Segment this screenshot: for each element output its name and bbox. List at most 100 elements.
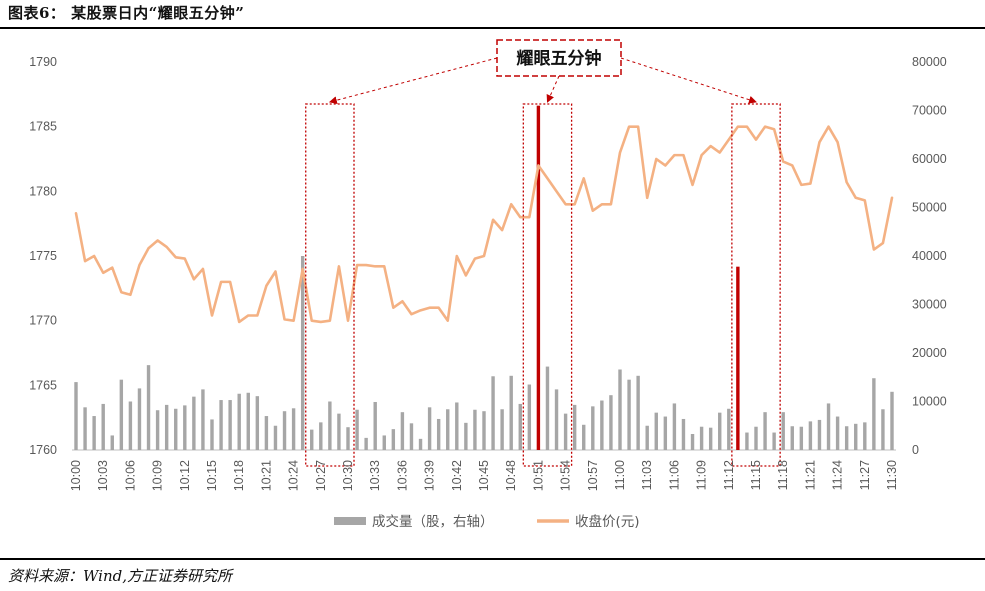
- x-axis-ticks: 10:00 10:03 10:06 10:09 10:12 10:15 10:18 10:21…: [69, 460, 899, 491]
- callout: 耀眼五分钟: [496, 39, 622, 77]
- x-tick-label: 10:54: [559, 460, 573, 491]
- x-tick-label: 11:15: [749, 460, 763, 490]
- right-axis: 0 10000 20000 30000 40000 50000 60000 70000 8000…: [912, 55, 947, 457]
- volume-bar: [237, 393, 241, 450]
- left-axis-tick-label: 1765: [29, 378, 57, 392]
- volume-bar: [872, 378, 876, 450]
- volume-bar: [563, 413, 568, 451]
- right-axis-tick-label: 0: [912, 443, 919, 457]
- volume-bar: [799, 426, 804, 450]
- right-axis-tick-label: 30000: [912, 298, 947, 312]
- x-tick-label: 11:18: [776, 460, 790, 490]
- bottom-rule: [0, 558, 985, 560]
- top-rule: [0, 27, 985, 29]
- volume-bar: [609, 395, 613, 450]
- x-tick-label: 10:57: [586, 460, 600, 491]
- right-axis-tick-label: 40000: [912, 249, 947, 263]
- left-axis: 1760 1765 1770 1775 1780 1785 1790: [29, 55, 57, 457]
- volume-bar: [763, 412, 767, 450]
- callout-arrow: [328, 57, 498, 105]
- x-tick-label: 11:30: [885, 460, 899, 490]
- volume-bar: [881, 409, 885, 450]
- volume-bar: [808, 421, 813, 450]
- left-axis-tick-label: 1790: [29, 55, 57, 69]
- volume-bar: [228, 400, 232, 450]
- x-tick-label: 10:06: [123, 460, 137, 491]
- volume-bar: [337, 413, 341, 451]
- volume-bar: [155, 410, 160, 450]
- combo-chart: 1760 1765 1770 1775 1780 1785 1790 0 10000 20000…: [29, 39, 947, 530]
- x-tick-label: 11:12: [722, 460, 736, 490]
- volume-bar: [727, 408, 731, 450]
- right-axis-tick-label: 20000: [912, 346, 947, 360]
- volume-bar: [482, 411, 486, 450]
- volume-bar: [427, 407, 432, 450]
- volume-bar: [890, 391, 894, 450]
- volume-bar: [83, 407, 87, 450]
- volume-bar: [436, 418, 441, 450]
- volume-bar-highlight: [736, 266, 740, 450]
- volume-bar: [527, 384, 532, 450]
- x-tick-label: 10:09: [151, 460, 165, 491]
- right-axis-tick-label: 60000: [912, 152, 947, 166]
- left-axis-tick-label: 1770: [29, 314, 57, 328]
- x-tick-label: 10:03: [96, 460, 110, 491]
- volume-bar: [110, 435, 114, 450]
- volume-bar: [817, 419, 822, 450]
- volume-bar-highlight: [536, 105, 541, 451]
- callout-label: 耀眼五分钟: [517, 48, 602, 69]
- volume-bar: [255, 396, 260, 450]
- volume-bar: [699, 426, 704, 450]
- x-tick-label: 11:00: [613, 460, 627, 490]
- right-axis-tick-label: 70000: [912, 104, 947, 118]
- volume-bar: [618, 369, 622, 450]
- x-tick-label: 10:42: [450, 460, 464, 491]
- x-tick-label: 10:21: [259, 460, 273, 491]
- volume-bar: [355, 409, 359, 450]
- x-tick-label: 10:48: [504, 460, 518, 491]
- x-tick-label: 10:00: [69, 460, 83, 491]
- volume-bar: [745, 432, 749, 450]
- x-tick-label: 10:36: [395, 460, 409, 491]
- volume-bars: [74, 105, 894, 451]
- volume-bar: [509, 375, 513, 450]
- volume-bar: [591, 406, 595, 450]
- volume-bar: [446, 409, 450, 450]
- volume-bar: [754, 426, 758, 450]
- volume-bar: [718, 412, 722, 450]
- x-tick-label: 11:24: [831, 460, 845, 490]
- right-axis-tick-label: 80000: [912, 55, 947, 69]
- volume-bar: [364, 437, 368, 451]
- volume-bar: [400, 412, 405, 450]
- volume-bar: [310, 429, 314, 450]
- volume-bar: [654, 412, 658, 450]
- price-line-group: [74, 125, 894, 324]
- highlight-boxes: [305, 57, 781, 467]
- volume-bar: [219, 400, 223, 450]
- x-tick-label: 11:09: [695, 460, 709, 490]
- volume-bar: [409, 423, 414, 450]
- volume-bar: [192, 396, 196, 450]
- x-tick-label: 10:51: [531, 460, 545, 491]
- x-tick-label: 10:18: [232, 460, 246, 491]
- volume-bar: [92, 416, 96, 450]
- volume-bar: [74, 382, 78, 450]
- x-tick-label: 11:27: [858, 460, 872, 490]
- figure-title: 图表6： 某股票日内“耀眼五分钟”: [8, 4, 245, 22]
- volume-bar: [636, 375, 640, 450]
- volume-bar: [464, 422, 468, 450]
- volume-bar: [491, 376, 495, 450]
- x-tick-label: 11:03: [640, 460, 654, 490]
- volume-bar: [246, 392, 250, 450]
- volume-bar: [210, 419, 214, 450]
- right-axis-tick-label: 50000: [912, 201, 947, 215]
- volume-bar: [708, 427, 713, 450]
- x-tick-label: 10:15: [205, 460, 219, 491]
- right-axis-tick-label: 10000: [912, 395, 947, 409]
- volume-bar: [781, 412, 785, 450]
- volume-bar: [690, 434, 695, 450]
- volume-bar: [518, 403, 522, 450]
- price-line: [74, 125, 894, 324]
- volume-bar: [554, 389, 559, 451]
- volume-bar: [319, 422, 323, 450]
